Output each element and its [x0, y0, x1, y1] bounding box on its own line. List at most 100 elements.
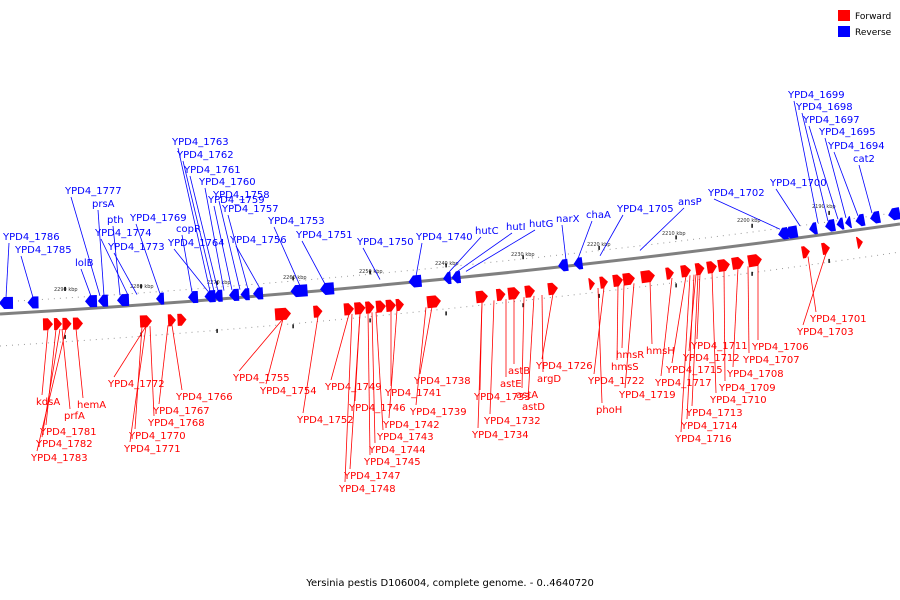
reverse-gene-arrow — [204, 290, 216, 303]
scale-tick-mark — [445, 311, 447, 316]
forward-gene-label: YPD4_1768 — [147, 418, 205, 429]
reverse-label-leader — [561, 224, 567, 261]
scale-tick-mark — [292, 324, 294, 329]
forward-gene-label: astD — [522, 402, 545, 413]
scale-tick-mark — [522, 255, 524, 260]
forward-label-leader — [330, 313, 350, 381]
scale-tick-mark — [64, 286, 66, 291]
forward-label-leader — [541, 293, 554, 360]
reverse-label-leader — [20, 255, 34, 298]
forward-gene-label: prfA — [64, 411, 85, 422]
forward-label-leader — [597, 287, 603, 404]
forward-gene-label: YPD4_1755 — [232, 373, 290, 384]
forward-gene-label: YPD4_1712 — [682, 353, 740, 364]
reverse-legend-label: Reverse — [855, 28, 892, 38]
forward-label-leader — [265, 318, 284, 385]
forward-gene-arrow — [680, 264, 691, 278]
forward-label-leader — [419, 306, 433, 375]
forward-label-leader — [45, 329, 57, 426]
reverse-label-leader — [362, 247, 381, 280]
forward-label-leader — [36, 328, 67, 452]
forward-gene-arrow — [72, 317, 83, 330]
forward-label-leader — [527, 295, 535, 401]
forward-label-leader — [41, 328, 61, 438]
reverse-gene-arrow — [845, 216, 853, 229]
reverse-label-leader — [5, 242, 10, 298]
forward-gene-label: YPD4_1708 — [726, 369, 784, 380]
forward-label-leader — [477, 301, 483, 429]
reverse-gene-label: hutG — [529, 219, 553, 230]
reverse-gene-arrow — [117, 293, 130, 307]
forward-gene-arrow — [507, 287, 520, 300]
reverse-gene-arrow — [98, 294, 109, 307]
forward-label-leader — [302, 316, 319, 414]
reverse-gene-label: YPD4_1756 — [229, 235, 287, 246]
scale-tick: 2220 kbp — [587, 242, 611, 248]
reverse-gene-label: YPD4_1702 — [707, 188, 765, 199]
forward-label-leader — [238, 318, 284, 372]
forward-label-leader — [616, 285, 619, 361]
reverse-gene-arrow — [558, 258, 569, 272]
reverse-label-leader — [793, 100, 819, 223]
reverse-label-leader — [775, 188, 801, 227]
forward-label-leader — [624, 283, 635, 389]
forward-label-leader — [747, 266, 750, 354]
forward-label-leader — [129, 326, 147, 443]
forward-label-leader — [593, 287, 605, 375]
reverse-label-leader — [577, 220, 593, 259]
forward-gene-label: argD — [537, 374, 561, 385]
forward-gene-arrow — [313, 305, 323, 318]
forward-gene-arrow — [717, 259, 730, 273]
reverse-gene-label: YPD4_1700 — [769, 178, 827, 189]
forward-label-leader — [113, 326, 147, 378]
forward-gene-label: YPD4_1771 — [123, 444, 181, 455]
reverse-label-leader — [204, 187, 225, 291]
reverse-gene-arrow — [408, 274, 423, 288]
forward-gene-label: YPD4_1752 — [296, 415, 354, 426]
forward-gene-label: YPD4_1738 — [413, 376, 471, 387]
scale-tick-mark — [522, 303, 524, 308]
forward-gene-arrow — [694, 262, 705, 276]
forward-gene-label: YPD4_1743 — [376, 432, 434, 443]
forward-gene-label: YPD4_1744 — [368, 445, 426, 456]
forward-legend-label: Forward — [855, 12, 891, 22]
reverse-gene-label: YPD4_1764 — [167, 238, 225, 249]
reverse-label-leader — [112, 225, 121, 296]
forward-gene-label: YPD4_1710 — [709, 395, 767, 406]
forward-gene-label: hemA — [77, 400, 106, 411]
reverse-label-leader — [273, 226, 301, 286]
scale-tick-mark — [675, 283, 677, 288]
forward-gene-label: YPD4_1770 — [128, 431, 186, 442]
forward-label-leader — [75, 328, 84, 399]
reverse-gene-arrow — [85, 294, 98, 308]
reverse-gene-arrow — [188, 290, 199, 304]
forward-gene-label: YPD4_1748 — [338, 484, 396, 495]
reverse-gene-arrow — [213, 289, 223, 302]
reverse-legend-swatch — [838, 26, 850, 37]
reverse-label-leader — [70, 196, 101, 297]
reverse-gene-label: lolB — [75, 258, 94, 269]
forward-gene-label: YPD4_1707 — [742, 355, 800, 366]
reverse-gene-arrow — [809, 222, 818, 235]
reverse-gene-arrow — [253, 287, 264, 300]
forward-gene-arrow — [495, 288, 506, 302]
forward-label-leader — [691, 274, 699, 407]
forward-label-leader — [415, 307, 427, 406]
forward-label-leader — [541, 294, 544, 373]
forward-gene-label: hmsR — [616, 350, 644, 361]
reverse-gene-label: YPD4_1763 — [171, 137, 229, 148]
reverse-gene-label: chaA — [586, 210, 611, 221]
forward-label-leader — [621, 284, 625, 349]
forward-gene-label: YPD4_1767 — [152, 406, 210, 417]
reverse-label-leader — [808, 125, 839, 220]
forward-gene-label: YPD4_1749 — [324, 382, 382, 393]
forward-gene-label: YPD4_1716 — [674, 434, 732, 445]
reverse-gene-arrow — [240, 288, 250, 301]
forward-gene-arrow — [801, 246, 810, 259]
reverse-label-leader — [213, 205, 233, 291]
reverse-gene-arrow — [888, 207, 900, 221]
forward-gene-label: YPD4_1703 — [796, 327, 854, 338]
reverse-label-leader — [80, 268, 92, 297]
forward-gene-label: YPD4_1714 — [680, 421, 738, 432]
